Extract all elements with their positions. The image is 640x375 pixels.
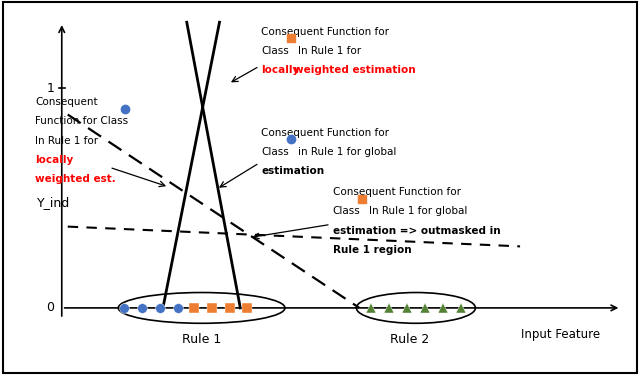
Text: Class: Class — [261, 46, 289, 56]
Text: locally: locally — [35, 155, 73, 165]
Text: Consequent Function for: Consequent Function for — [261, 27, 389, 37]
Text: Y_ind: Y_ind — [36, 196, 70, 209]
Text: estimation => outmasked in: estimation => outmasked in — [333, 226, 500, 236]
Text: Class: Class — [333, 206, 360, 216]
Text: Consequent: Consequent — [35, 97, 98, 107]
Text: weighted est.: weighted est. — [35, 174, 116, 184]
Text: locally: locally — [261, 65, 300, 75]
Text: 1: 1 — [47, 82, 54, 94]
Text: estimation: estimation — [261, 166, 324, 176]
Text: In Rule 1 for: In Rule 1 for — [35, 136, 98, 146]
Text: in Rule 1 for global: in Rule 1 for global — [298, 147, 396, 157]
Text: Rule 1: Rule 1 — [182, 333, 221, 346]
Text: Consequent Function for: Consequent Function for — [261, 128, 389, 138]
Text: Rule 2: Rule 2 — [390, 333, 429, 346]
Text: Rule 1 region: Rule 1 region — [333, 245, 412, 255]
Text: Input Feature: Input Feature — [522, 328, 600, 340]
Text: Consequent Function for: Consequent Function for — [333, 187, 461, 197]
Text: In Rule 1 for global: In Rule 1 for global — [369, 206, 468, 216]
Text: In Rule 1 for: In Rule 1 for — [298, 46, 361, 56]
Text: weighted estimation: weighted estimation — [294, 65, 415, 75]
Text: 0: 0 — [47, 302, 54, 314]
Text: Class: Class — [261, 147, 289, 157]
Text: Function for Class: Function for Class — [35, 116, 128, 126]
